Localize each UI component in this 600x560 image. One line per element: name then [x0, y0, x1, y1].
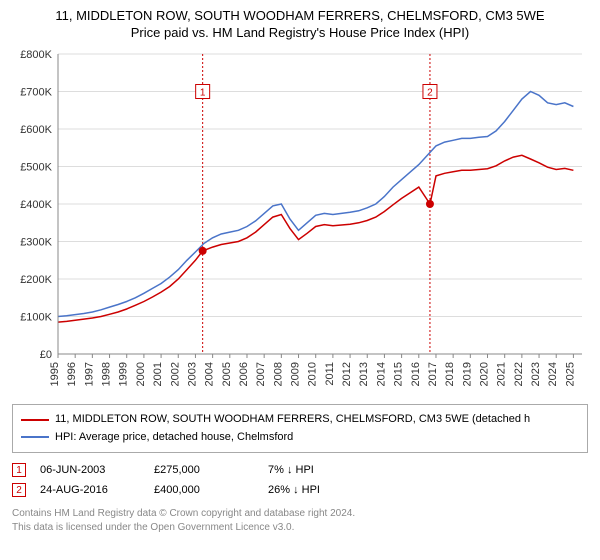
- legend-swatch: [21, 419, 49, 421]
- svg-text:2023: 2023: [530, 362, 542, 386]
- sale-row: 2 24-AUG-2016 £400,000 26% ↓ HPI: [12, 483, 588, 497]
- svg-text:£100K: £100K: [20, 312, 52, 324]
- svg-text:2010: 2010: [307, 362, 319, 386]
- svg-text:2: 2: [427, 88, 433, 99]
- sale-diff: 26% ↓ HPI: [268, 484, 368, 496]
- sale-marker-icon: 2: [12, 483, 26, 497]
- svg-text:2012: 2012: [341, 362, 353, 386]
- sale-date: 06-JUN-2003: [40, 464, 140, 476]
- svg-text:2009: 2009: [290, 362, 302, 386]
- sale-row: 1 06-JUN-2003 £275,000 7% ↓ HPI: [12, 463, 588, 477]
- svg-text:1997: 1997: [83, 362, 95, 386]
- svg-text:£400K: £400K: [20, 199, 52, 211]
- svg-text:1999: 1999: [118, 362, 130, 386]
- chart-title-subtitle: Price paid vs. HM Land Registry's House …: [12, 25, 588, 40]
- svg-text:2006: 2006: [238, 362, 250, 386]
- footnote: Contains HM Land Registry data © Crown c…: [12, 507, 588, 535]
- svg-text:2002: 2002: [169, 362, 181, 386]
- legend-item: HPI: Average price, detached house, Chel…: [21, 429, 579, 447]
- sale-date: 24-AUG-2016: [40, 484, 140, 496]
- sale-marker-icon: 1: [12, 463, 26, 477]
- svg-text:2016: 2016: [410, 362, 422, 386]
- svg-text:2011: 2011: [324, 362, 336, 386]
- svg-text:£200K: £200K: [20, 274, 52, 286]
- svg-text:1: 1: [200, 88, 206, 99]
- svg-text:£300K: £300K: [20, 237, 52, 249]
- svg-text:1996: 1996: [66, 362, 78, 386]
- svg-text:£800K: £800K: [20, 49, 52, 61]
- chart-title-address: 11, MIDDLETON ROW, SOUTH WOODHAM FERRERS…: [12, 8, 588, 23]
- svg-text:£0: £0: [40, 349, 52, 361]
- legend-label: HPI: Average price, detached house, Chel…: [55, 429, 293, 447]
- sale-diff: 7% ↓ HPI: [268, 464, 368, 476]
- svg-text:£700K: £700K: [20, 87, 52, 99]
- svg-text:1998: 1998: [101, 362, 113, 386]
- legend-label: 11, MIDDLETON ROW, SOUTH WOODHAM FERRERS…: [55, 411, 530, 429]
- svg-text:2014: 2014: [375, 362, 387, 386]
- svg-text:2021: 2021: [496, 362, 508, 386]
- legend-item: 11, MIDDLETON ROW, SOUTH WOODHAM FERRERS…: [21, 411, 579, 429]
- line-chart-svg: £0 £100K £200K £300K £400K £500K £600K £700K £80…: [12, 48, 588, 398]
- legend-swatch: [21, 436, 49, 438]
- svg-text:£500K: £500K: [20, 162, 52, 174]
- svg-text:1995: 1995: [49, 362, 61, 386]
- sales-table: 1 06-JUN-2003 £275,000 7% ↓ HPI 2 24-AUG-2016…: [12, 463, 588, 497]
- svg-text:2025: 2025: [564, 362, 576, 386]
- footnote-line2: This data is licensed under the Open Gov…: [12, 521, 588, 535]
- sale-price: £275,000: [154, 464, 254, 476]
- svg-text:2017: 2017: [427, 362, 439, 386]
- svg-text:2003: 2003: [186, 362, 198, 386]
- svg-text:2004: 2004: [204, 362, 216, 386]
- footnote-line1: Contains HM Land Registry data © Crown c…: [12, 507, 588, 521]
- legend-box: 11, MIDDLETON ROW, SOUTH WOODHAM FERRERS…: [12, 404, 588, 453]
- svg-text:2015: 2015: [393, 362, 405, 386]
- chart-plot-area: £0 £100K £200K £300K £400K £500K £600K £700K £80…: [12, 48, 588, 398]
- svg-text:2008: 2008: [272, 362, 284, 386]
- svg-text:£600K: £600K: [20, 124, 52, 136]
- svg-text:2024: 2024: [547, 362, 559, 386]
- svg-text:2007: 2007: [255, 362, 267, 386]
- svg-text:2001: 2001: [152, 362, 164, 386]
- svg-text:2022: 2022: [513, 362, 525, 386]
- svg-text:2018: 2018: [444, 362, 456, 386]
- chart-container: 11, MIDDLETON ROW, SOUTH WOODHAM FERRERS…: [0, 0, 600, 547]
- svg-text:2005: 2005: [221, 362, 233, 386]
- svg-text:2000: 2000: [135, 362, 147, 386]
- sale-price: £400,000: [154, 484, 254, 496]
- svg-text:2013: 2013: [358, 362, 370, 386]
- svg-text:2020: 2020: [479, 362, 491, 386]
- svg-text:2019: 2019: [461, 362, 473, 386]
